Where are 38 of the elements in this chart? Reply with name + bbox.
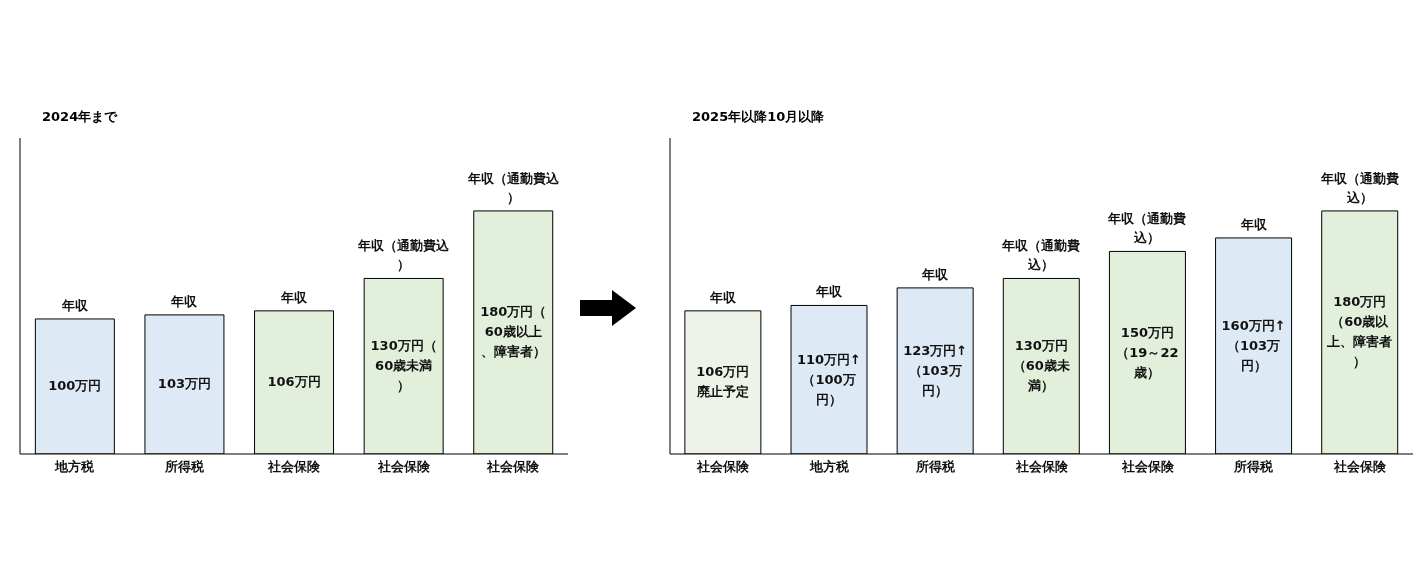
annotation: 年収 [61,296,88,315]
data-label: 160万円↑（103万円） [1220,316,1287,375]
annotation: 年収 [709,288,736,307]
data-label: 180万円（60歳以上、障害者） [479,303,548,362]
x-tick-label: 地方税 [808,459,850,475]
x-tick-label: 地方税 [54,459,96,475]
data-label: 100万円 [48,377,102,396]
data-label: 106万円廃止予定 [695,363,751,402]
data-label: 123万円↑（103万円） [902,341,969,400]
data-label: 130万円（60歳未満） [369,337,438,396]
x-tick-label: 社会保険 [376,459,431,475]
data-label: 110万円↑（100万円） [796,350,862,409]
x-tick-label: 社会保険 [1014,459,1069,475]
x-tick-label: 社会保険 [1332,459,1387,475]
data-label: 150万円（19～22歳） [1115,323,1180,382]
x-tick-label: 所得税 [163,459,205,475]
annotation: 年収 [1240,215,1267,234]
chart-title: 2024年まで [42,108,119,126]
x-tick-label: 所得税 [914,459,956,475]
x-tick-label: 所得税 [1233,459,1275,475]
annotation: 年収（通勤費込） [1001,237,1082,275]
annotation: 年収 [281,288,308,307]
data-label: 130万円（60歳未満） [1011,337,1071,396]
x-tick-label: 社会保険 [486,459,541,475]
data-label: 180万円（60歳以上、障害者） [1326,293,1393,372]
annotation: 年収 [816,283,842,302]
x-tick-label: 社会保険 [1120,459,1175,475]
text: 年収（通勤費込） [1319,169,1400,207]
data-label: 103万円 [157,375,211,394]
annotation: 年収（通勤費込） [1107,210,1188,248]
annotation: 年収 [922,265,949,284]
text: 年収（通勤費込） [467,169,559,207]
data-label: 106万円 [267,373,321,392]
annotation: 年収 [171,292,198,311]
chart-title: 2025年以降10月以降 [692,108,826,126]
x-tick-label: 社会保険 [696,459,751,475]
annotation: 年収（通勤費込） [358,237,450,275]
x-tick-label: 社会保険 [267,459,321,475]
